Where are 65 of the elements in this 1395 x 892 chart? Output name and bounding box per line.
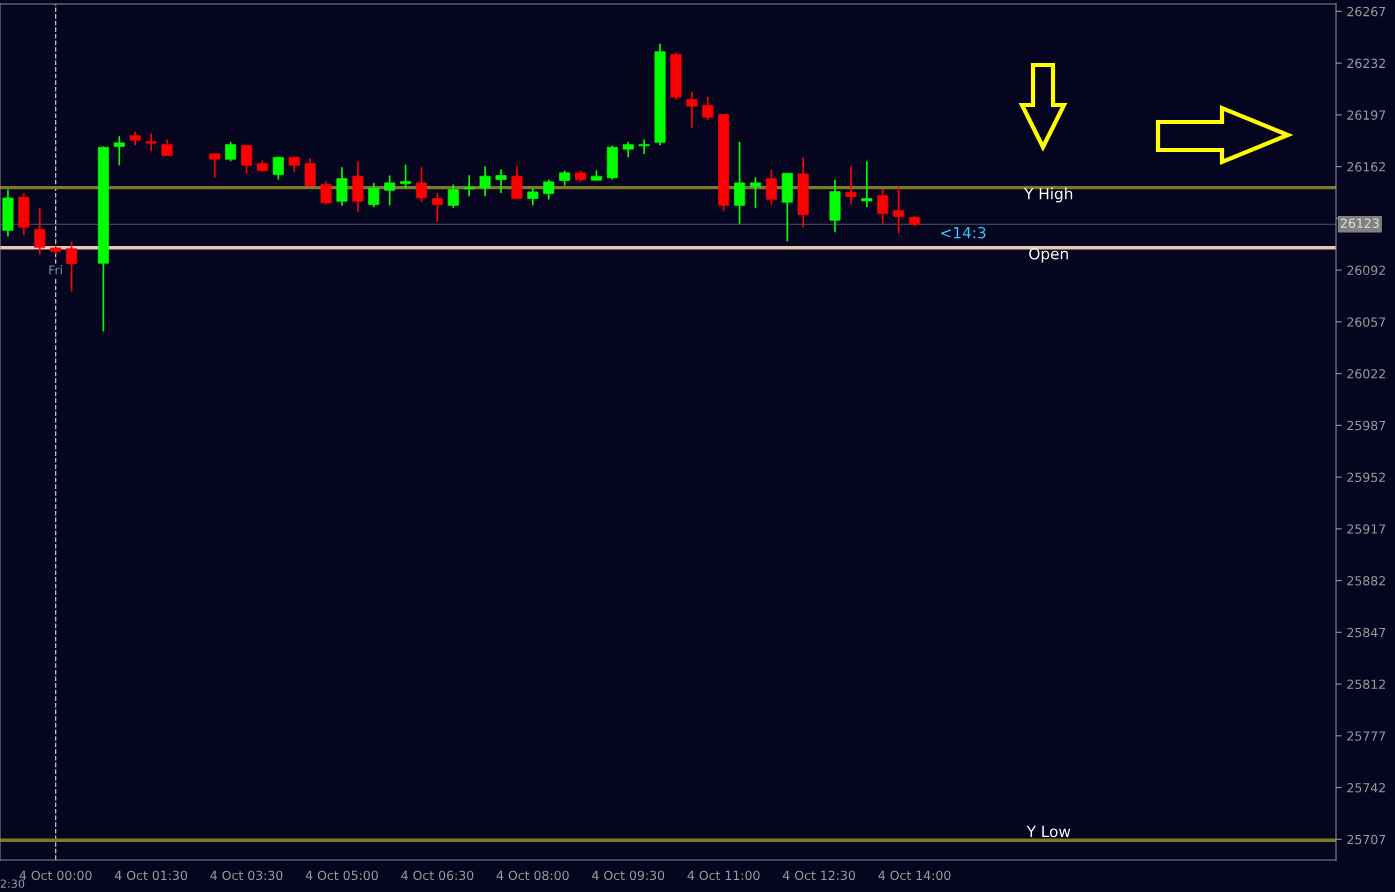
candlestick — [34, 207, 46, 256]
candlestick — [765, 168, 777, 206]
y-tick-label: 25917 — [1347, 524, 1386, 534]
ref-line-label: Y High — [1024, 187, 1073, 203]
x-tick-label: 4 Oct 12:30 — [782, 870, 856, 881]
candlestick — [447, 183, 459, 209]
x-tick-label: 4 Oct 00:00 — [19, 870, 92, 881]
y-tick-label: 26267 — [1347, 6, 1386, 17]
candlestick — [749, 176, 761, 209]
x-tick-label: 4 Oct 03:30 — [210, 870, 283, 881]
candlestick — [241, 144, 253, 175]
candlestick — [845, 165, 857, 206]
x-tick-label: 4 Oct 05:00 — [305, 870, 378, 881]
candlestick — [479, 165, 491, 198]
candlestick — [463, 174, 475, 198]
candlestick — [145, 132, 157, 153]
candlestick — [209, 152, 221, 179]
candlestick — [495, 168, 507, 194]
candlestick — [320, 180, 332, 206]
y-tick-label: 25847 — [1347, 627, 1386, 638]
x-tick-label: 4 Oct 01:30 — [114, 870, 188, 881]
ref-line-label: 26123 — [1340, 218, 1379, 228]
x-tick-label: 4 Oct 14:00 — [878, 870, 951, 881]
candlestick — [893, 185, 905, 234]
y-tick-label: 26162 — [1347, 162, 1385, 172]
x-tick-label: 4 Oct 06:30 — [401, 870, 474, 881]
candlestick — [304, 157, 316, 187]
candlestick — [272, 156, 284, 181]
text: 2:30 — [0, 879, 25, 888]
ref-line-label: Fri — [49, 265, 62, 275]
candlestick — [511, 165, 523, 200]
y-tick-label: 26022 — [1347, 369, 1385, 379]
y-tick-label: 25742 — [1347, 783, 1385, 793]
ref-line-label: Open — [1029, 247, 1068, 263]
candlestick — [431, 192, 443, 223]
candlestick — [368, 182, 380, 209]
ref-line-label: Y Low — [1026, 825, 1071, 838]
candlestick — [113, 135, 125, 167]
y-tick-label: 25882 — [1347, 576, 1385, 586]
y-tick-label: 26092 — [1347, 265, 1385, 276]
y-tick-label: 26197 — [1347, 110, 1386, 120]
candlestick — [400, 163, 412, 190]
annotation: <14:3 — [941, 226, 986, 239]
candlestick — [384, 174, 396, 207]
candlestick — [66, 241, 78, 293]
candlestick — [336, 166, 348, 207]
x-tick-label: 4 Oct 08:00 — [496, 870, 569, 881]
y-tick-label: 26232 — [1347, 58, 1385, 69]
y-tick-label: 25987 — [1347, 420, 1386, 431]
candlestick — [877, 187, 889, 225]
candlestick — [734, 140, 746, 225]
y-tick-label: 25777 — [1347, 731, 1386, 741]
y-tick-label: 25707 — [1347, 834, 1386, 845]
candlestick — [415, 166, 427, 203]
candlestick — [225, 140, 237, 163]
y-tick-label: 25952 — [1347, 472, 1385, 483]
candlestick — [638, 138, 650, 155]
candlestick — [543, 178, 555, 201]
x-tick-label: 4 Oct 11:00 — [687, 870, 760, 881]
candlestick — [861, 160, 873, 209]
x-tick-label: 4 Oct 09:30 — [592, 870, 665, 881]
candlestick — [702, 96, 714, 122]
candlestick — [686, 90, 698, 129]
y-tick-label: 26057 — [1347, 317, 1386, 327]
y-tick-label: 25812 — [1347, 679, 1385, 689]
